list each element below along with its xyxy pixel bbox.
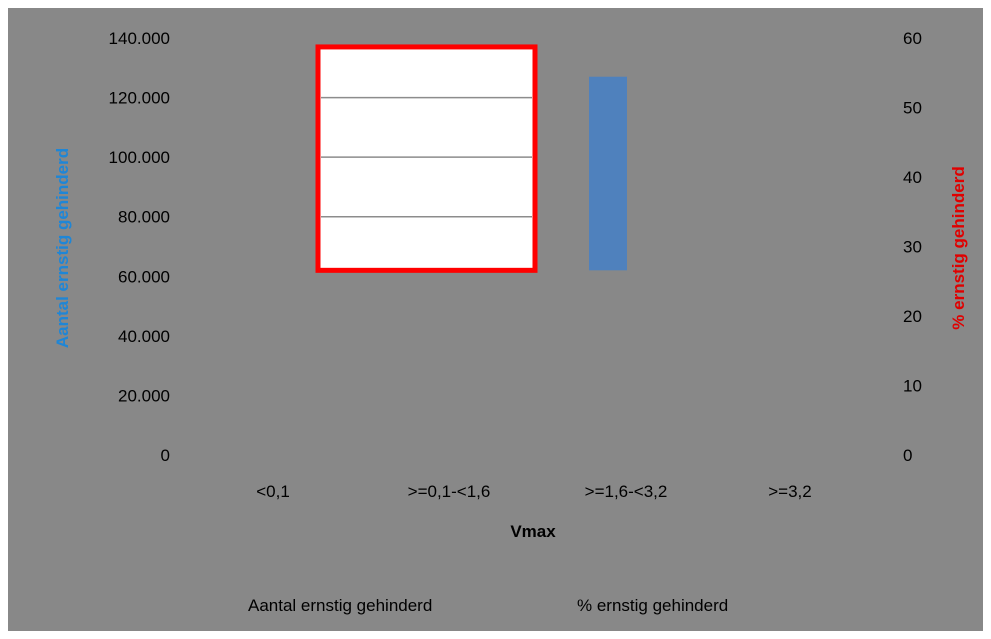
y-ticks-right: 0 10 20 30 40 50 60 [903, 29, 922, 465]
highlight-box-fill [318, 46, 535, 271]
legend-entry-aantal: Aantal ernstig gehinderd [248, 596, 432, 615]
y-ticks-left: 0 20.000 40.000 60.000 80.000 100.000 120.000 1… [109, 29, 170, 465]
y-tick-left: 60.000 [118, 267, 170, 286]
y-axis-label-right: % ernstig gehinderd [949, 166, 968, 329]
y-tick-left: 80.000 [118, 208, 170, 227]
x-axis-label: Vmax [510, 522, 556, 541]
y-tick-left: 120.000 [109, 89, 170, 108]
x-tick-label: >=0,1-<1,6 [408, 482, 491, 501]
y-tick-right: 40 [903, 168, 922, 187]
legend-entry-percent: % ernstig gehinderd [577, 596, 728, 615]
y-tick-right: 0 [903, 446, 912, 465]
y-axis-label-left: Aantal ernstig gehinderd [53, 148, 72, 348]
y-tick-right: 30 [903, 238, 922, 257]
bar-layer [589, 76, 627, 271]
y-tick-left: 20.000 [118, 386, 170, 405]
y-tick-right: 50 [903, 99, 922, 118]
x-tick-label: >=3,2 [768, 482, 812, 501]
y-tick-left: 140.000 [109, 29, 170, 48]
y-tick-left: 40.000 [118, 327, 170, 346]
grid-layer [321, 96, 532, 218]
y-tick-left: 100.000 [109, 148, 170, 167]
x-ticks: <0,1 >=0,1-<1,6 >=1,6-<3,2 >=3,2 [256, 482, 812, 501]
highlight-box-border [315, 44, 538, 273]
bar-1 [589, 76, 627, 271]
border-layer [315, 44, 538, 273]
y-tick-left: 0 [161, 446, 170, 465]
x-tick-label: >=1,6-<3,2 [585, 482, 668, 501]
y-tick-right: 60 [903, 29, 922, 48]
y-tick-right: 10 [903, 377, 922, 396]
x-tick-label: <0,1 [256, 482, 290, 501]
y-tick-right: 20 [903, 307, 922, 326]
highlight-layer [318, 46, 535, 271]
